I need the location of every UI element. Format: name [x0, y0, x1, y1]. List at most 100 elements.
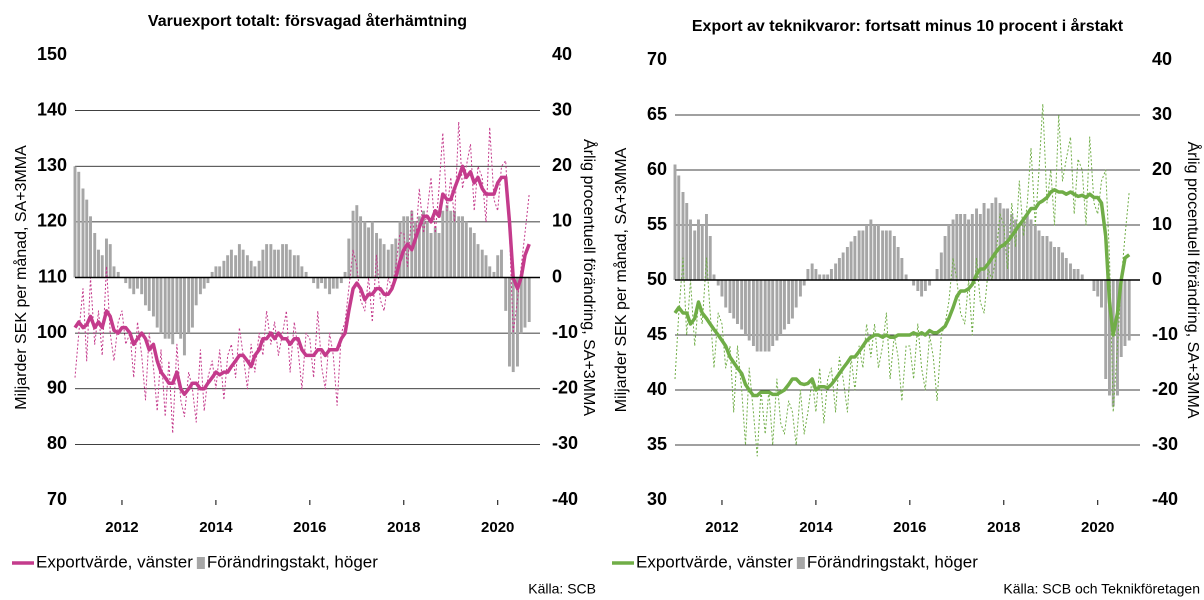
- x-tick-label: 2014: [799, 519, 833, 536]
- bar: [681, 192, 685, 280]
- bar: [198, 277, 202, 295]
- bar: [171, 277, 175, 345]
- y-tick-label: 140: [37, 99, 67, 119]
- y-tick-label: 55: [647, 214, 667, 234]
- bar: [355, 205, 359, 278]
- bar: [892, 236, 896, 280]
- bar: [700, 225, 704, 280]
- source: Källa: SCB och Teknikföretagen: [1003, 581, 1200, 597]
- y-tick-label: 30: [647, 489, 667, 509]
- y-tick-label: 120: [37, 211, 67, 231]
- x-tick-label: 2014: [199, 519, 233, 536]
- bar: [105, 238, 108, 278]
- y2-tick-label: -10: [1152, 324, 1178, 344]
- bar: [951, 219, 955, 280]
- bar: [81, 188, 85, 278]
- bar: [1049, 241, 1053, 280]
- bar: [457, 216, 461, 278]
- y-tick-label: 70: [647, 49, 667, 69]
- bar: [743, 280, 747, 335]
- x-tick-label: 2018: [387, 519, 420, 536]
- bar: [736, 280, 739, 324]
- bar: [1022, 219, 1025, 280]
- bar: [841, 252, 845, 280]
- y-tick-label: 90: [47, 378, 67, 398]
- bar: [708, 236, 712, 280]
- bar: [685, 203, 689, 280]
- bar: [229, 249, 233, 278]
- x-tick-label: 2020: [1081, 519, 1114, 536]
- bar: [923, 280, 927, 291]
- y-tick-label: 80: [47, 433, 67, 453]
- source: Källa: SCB: [528, 581, 596, 597]
- x-tick-label: 2012: [705, 519, 738, 536]
- y2-tick-label: -10: [552, 322, 578, 342]
- bar: [515, 277, 519, 367]
- bar: [414, 221, 417, 278]
- bar: [1017, 225, 1021, 280]
- bar: [492, 271, 496, 278]
- x-tick-label: 2012: [105, 519, 138, 536]
- bar: [343, 271, 347, 278]
- bar: [802, 280, 806, 286]
- y2-tick-label: -20: [1152, 379, 1178, 399]
- bar: [136, 277, 139, 289]
- bar: [829, 269, 833, 280]
- bar: [175, 277, 179, 334]
- bar: [417, 216, 421, 278]
- bar: [496, 255, 500, 278]
- bar: [677, 175, 681, 280]
- bar: [202, 277, 206, 289]
- bar: [194, 277, 198, 306]
- bar: [422, 210, 425, 278]
- y-axis-label: Miljarder SEK per månad, SA+3MMA: [12, 145, 30, 410]
- bar: [779, 280, 783, 335]
- y2-tick-label: 0: [552, 266, 562, 286]
- bar: [943, 236, 947, 280]
- bar: [771, 280, 775, 346]
- y-tick-label: 35: [647, 434, 667, 454]
- bar: [798, 280, 802, 297]
- bar: [253, 266, 257, 278]
- line: [73, 164, 531, 397]
- bar: [697, 219, 700, 280]
- bar: [453, 210, 456, 278]
- y2-tick-label: -30: [1152, 434, 1178, 454]
- y-tick-label: 50: [647, 269, 667, 289]
- bar: [241, 249, 245, 278]
- bar: [386, 249, 390, 278]
- bar: [751, 280, 755, 346]
- bar: [206, 277, 210, 284]
- y2-tick-label: 10: [1152, 214, 1172, 234]
- bar: [218, 266, 222, 278]
- bar: [1119, 280, 1123, 357]
- bar: [732, 280, 736, 319]
- bar: [724, 280, 728, 308]
- bar: [116, 271, 120, 278]
- legend-label: Förändringstakt, höger: [207, 552, 378, 571]
- bar: [865, 225, 869, 280]
- bar: [292, 255, 296, 278]
- bar: [480, 249, 484, 278]
- bar: [182, 277, 186, 356]
- bar: [100, 255, 104, 278]
- bar: [990, 203, 994, 280]
- bar: [331, 277, 335, 289]
- bar: [261, 249, 265, 278]
- chart-title: Export av teknikvaror: fortsatt minus 10…: [692, 17, 1124, 35]
- bar: [947, 225, 951, 280]
- bar: [1025, 214, 1029, 280]
- bar: [955, 214, 959, 280]
- dotted-line: [74, 121, 530, 434]
- bar: [226, 255, 230, 278]
- bar: [1127, 280, 1131, 341]
- y2-tick-label: -40: [1152, 489, 1178, 509]
- bar: [693, 230, 697, 280]
- bar: [1123, 280, 1127, 346]
- bar: [143, 277, 147, 306]
- bar: [500, 249, 503, 278]
- bar: [288, 249, 292, 278]
- bar: [234, 255, 238, 278]
- bar: [959, 214, 963, 280]
